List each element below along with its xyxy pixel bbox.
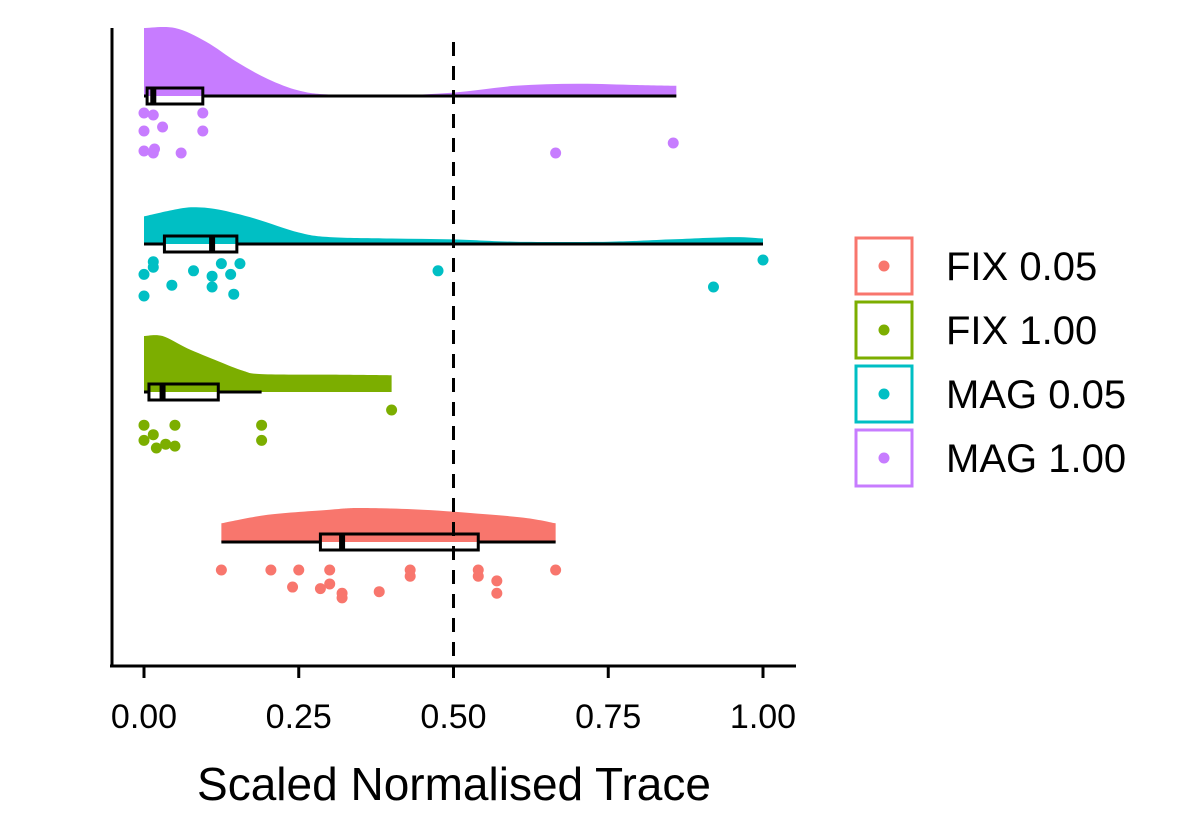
legend-key [854,236,914,296]
density-mag-0-05 [144,207,763,244]
point-fix-0-05 [324,578,336,590]
density-mag-1-00 [144,26,677,96]
legend-key [854,300,914,360]
point-mag-0-05 [138,268,150,280]
boxplot-layer [144,86,763,552]
point-mag-1-00 [138,125,150,137]
points-layer [138,107,769,604]
density-fix-0-05 [221,508,556,542]
point-fix-0-05 [314,583,326,595]
legend-item-fix-1-00: FIX 1.00 [854,300,1097,360]
point-fix-1-00 [138,419,150,431]
box-fix-0-05 [318,532,480,552]
point-fix-0-05 [336,592,348,604]
x-tick-label: 1.00 [730,698,796,736]
legend-key-point [878,388,890,400]
legend-key-point [878,260,890,272]
legend-item-mag-0-05: MAG 0.05 [854,364,1126,424]
point-mag-0-05 [215,258,227,270]
legend-label: MAG 0.05 [946,373,1126,417]
box-fix-1-00 [147,382,220,402]
point-fix-0-05 [550,564,562,576]
x-tick-label: 0.50 [420,698,486,736]
point-mag-1-00 [138,145,150,157]
point-fix-1-00 [386,404,398,416]
point-mag-1-00 [147,109,159,121]
legend-key-point [878,324,890,336]
point-mag-1-00 [550,147,562,159]
legend-key [854,364,914,424]
point-mag-0-05 [188,265,200,277]
density-fix-1-00 [144,335,392,392]
point-mag-0-05 [147,261,159,273]
point-fix-0-05 [491,575,503,587]
legend: FIX 0.05 FIX 1.00 MAG 0.05 MAG 1.00 [854,236,1126,488]
box-mag-1-00 [145,86,205,106]
point-fix-0-05 [293,564,305,576]
point-fix-1-00 [138,434,150,446]
point-fix-1-00 [150,442,162,454]
point-mag-1-00 [149,143,161,155]
point-mag-0-05 [225,268,237,280]
point-mag-1-00 [197,125,209,137]
point-fix-1-00 [169,419,181,431]
legend-label: FIX 1.00 [946,309,1097,353]
point-mag-0-05 [228,288,240,300]
point-fix-0-05 [373,586,385,598]
legend-item-mag-1-00: MAG 1.00 [854,428,1126,488]
point-mag-0-05 [206,270,218,282]
point-mag-0-05 [166,279,178,291]
point-mag-0-05 [707,281,719,293]
legend-key [854,428,914,488]
point-fix-1-00 [147,429,159,441]
point-mag-0-05 [138,290,150,302]
x-axis-title: Scaled Normalised Trace [197,758,711,810]
point-fix-0-05 [265,564,277,576]
point-fix-1-00 [256,434,268,446]
point-mag-0-05 [757,254,769,266]
point-fix-1-00 [169,440,181,452]
legend-key-point [878,452,890,464]
point-mag-0-05 [234,258,246,270]
point-fix-0-05 [472,570,484,582]
x-ticks: 0.00 0.25 0.50 0.75 1.00 [111,666,796,736]
x-tick-label: 0.75 [575,698,641,736]
legend-label: MAG 1.00 [946,437,1126,481]
point-mag-1-00 [157,121,169,133]
legend-item-fix-0-05: FIX 0.05 [854,236,1097,296]
legend-label: FIX 0.05 [946,245,1097,289]
box-mag-0-05 [162,234,239,254]
point-fix-0-05 [287,581,299,593]
point-mag-1-00 [667,137,679,149]
point-fix-0-05 [324,564,336,576]
x-tick-label: 0.00 [111,698,177,736]
point-fix-0-05 [404,570,416,582]
point-mag-0-05 [432,265,444,277]
point-fix-1-00 [160,438,172,450]
point-mag-1-00 [138,107,150,119]
point-mag-1-00 [197,107,209,119]
x-tick-label: 0.25 [266,698,332,736]
point-mag-1-00 [175,147,187,159]
point-fix-0-05 [215,564,227,576]
point-fix-0-05 [491,587,503,599]
point-mag-0-05 [206,281,218,293]
point-fix-1-00 [256,419,268,431]
